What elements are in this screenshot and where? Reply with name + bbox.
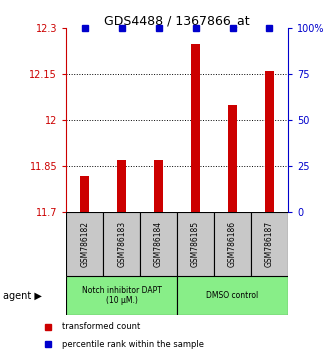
FancyBboxPatch shape — [177, 212, 214, 276]
Text: GSM786182: GSM786182 — [80, 221, 89, 267]
Text: agent ▶: agent ▶ — [3, 291, 42, 301]
Text: DMSO control: DMSO control — [207, 291, 259, 300]
Text: GSM786187: GSM786187 — [265, 221, 274, 267]
Text: percentile rank within the sample: percentile rank within the sample — [62, 340, 204, 349]
FancyBboxPatch shape — [251, 212, 288, 276]
FancyBboxPatch shape — [103, 212, 140, 276]
Text: Notch inhibitor DAPT
(10 μM.): Notch inhibitor DAPT (10 μM.) — [82, 286, 162, 305]
Text: GSM786185: GSM786185 — [191, 221, 200, 267]
FancyBboxPatch shape — [177, 276, 288, 315]
FancyBboxPatch shape — [66, 276, 177, 315]
Text: transformed count: transformed count — [62, 322, 140, 331]
Text: GSM786186: GSM786186 — [228, 221, 237, 267]
Title: GDS4488 / 1367866_at: GDS4488 / 1367866_at — [104, 14, 250, 27]
FancyBboxPatch shape — [140, 212, 177, 276]
Text: GSM786184: GSM786184 — [154, 221, 163, 267]
Bar — [191, 44, 200, 212]
FancyBboxPatch shape — [66, 212, 103, 276]
FancyBboxPatch shape — [214, 212, 251, 276]
Bar — [117, 160, 126, 212]
Bar — [80, 176, 89, 212]
Text: GSM786183: GSM786183 — [117, 221, 126, 267]
Bar — [154, 160, 163, 212]
Bar — [228, 105, 237, 212]
Bar — [265, 71, 274, 212]
